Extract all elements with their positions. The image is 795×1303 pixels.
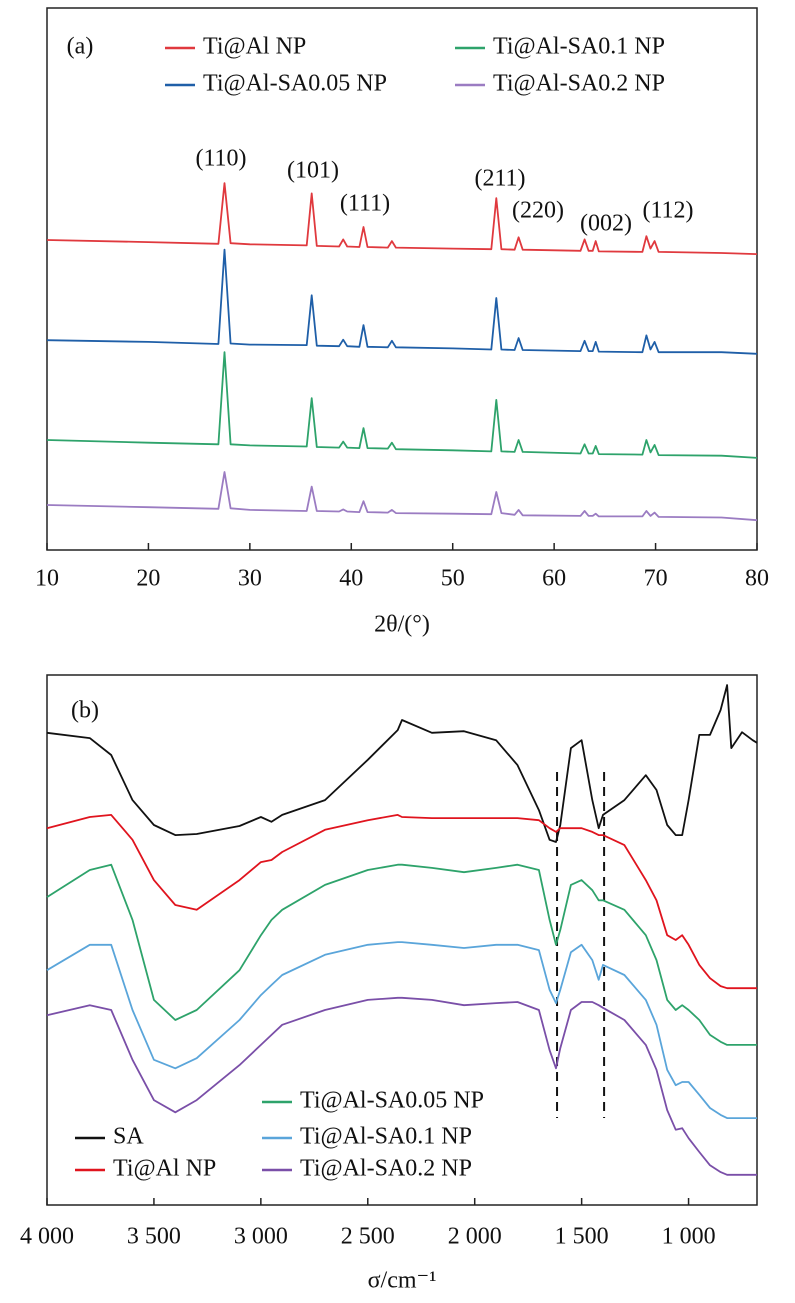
panel-label: (a) — [67, 34, 94, 60]
x-tick-label: 60 — [542, 566, 566, 592]
series-line — [46, 248, 758, 355]
x-tick-label: 10 — [35, 566, 59, 592]
x-tick-label: 3 500 — [127, 1224, 181, 1250]
series-line — [46, 941, 757, 1119]
legend-label: Ti@Al NP — [203, 34, 306, 60]
legend-label: SA — [113, 1124, 144, 1150]
x-tick-label: 2 000 — [448, 1224, 502, 1250]
peak-label: (110) — [195, 146, 246, 172]
x-axis-label: σ/cm⁻¹ — [368, 1268, 437, 1294]
series-line — [46, 996, 757, 1176]
series-line — [46, 863, 757, 1046]
legend-label: Ti@Al-SA0.2 NP — [493, 71, 665, 97]
x-tick-label: 80 — [745, 566, 769, 592]
peak-label: (111) — [340, 191, 390, 217]
peak-label: (112) — [642, 198, 693, 224]
peak-label: (211) — [474, 166, 525, 192]
legend-label: Ti@Al-SA0.05 NP — [203, 71, 387, 97]
x-tick-label: 20 — [136, 566, 160, 592]
x-axis-label: 2θ/(°) — [374, 612, 430, 638]
series-line — [46, 471, 758, 522]
series-line — [46, 684, 758, 843]
plot-frame — [46, 674, 758, 1206]
plot-frame — [46, 7, 758, 551]
legend-label: Ti@Al-SA0.1 NP — [300, 1124, 472, 1150]
peak-label: (101) — [287, 158, 339, 184]
x-tick-label: 3 000 — [234, 1224, 288, 1250]
x-tick-label: 70 — [644, 566, 668, 592]
legend-label: Ti@Al-SA0.05 NP — [300, 1088, 484, 1114]
peak-label: (220) — [512, 198, 564, 224]
peak-label: (002) — [580, 211, 632, 237]
series-line — [46, 182, 758, 255]
panel-label: (b) — [71, 698, 99, 724]
x-tick-label: 1 000 — [662, 1224, 716, 1250]
series-line — [46, 351, 758, 459]
x-tick-label: 2 500 — [341, 1224, 395, 1250]
x-tick-label: 1 500 — [555, 1224, 609, 1250]
series-line — [46, 814, 757, 990]
legend-label: Ti@Al NP — [113, 1156, 216, 1182]
legend-label: Ti@Al-SA0.2 NP — [300, 1156, 472, 1182]
x-tick-label: 30 — [238, 566, 262, 592]
x-tick-label: 4 000 — [20, 1224, 74, 1250]
x-tick-label: 40 — [339, 566, 363, 592]
x-tick-label: 50 — [441, 566, 465, 592]
legend-label: Ti@Al-SA0.1 NP — [493, 34, 665, 60]
